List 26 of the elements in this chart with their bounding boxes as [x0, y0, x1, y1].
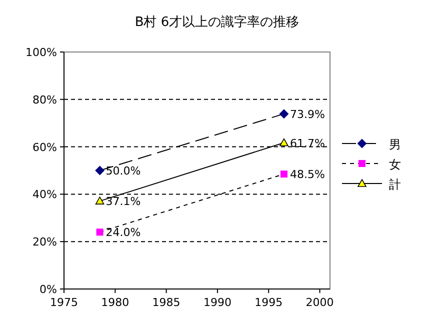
y-tick-label: 40% [32, 188, 57, 202]
legend-label: 計 [389, 178, 401, 192]
y-tick-label: 100% [26, 46, 57, 59]
point [96, 228, 104, 236]
legend-label: 男 [389, 138, 401, 152]
y-tick-label: 20% [32, 236, 57, 249]
x-tick-label: 1985 [152, 296, 180, 309]
point [279, 109, 288, 118]
point [95, 166, 104, 175]
data-label: 50.0% [106, 164, 141, 178]
data-label: 37.1% [106, 195, 141, 208]
y-tick-label: 60% [32, 140, 57, 154]
x-tick-label: 1990 [203, 296, 232, 309]
x-tick-label: 1995 [254, 296, 283, 309]
data-label: 73.9% [290, 108, 325, 121]
chart-title: B村 6才以上の識字率の推移 [134, 14, 300, 30]
data-label: 24.0% [106, 226, 141, 240]
x-tick-label: 1975 [50, 296, 78, 309]
x-tick-label: 1980 [101, 296, 130, 309]
data-label: 48.5% [290, 168, 325, 182]
y-tick-label: 80% [32, 93, 57, 106]
x-tick-label: 2000 [306, 296, 334, 309]
legend-label: 女 [389, 158, 401, 172]
y-tick-label: 0% [40, 283, 57, 296]
point [280, 170, 288, 178]
data-label: 61.7% [290, 136, 325, 150]
